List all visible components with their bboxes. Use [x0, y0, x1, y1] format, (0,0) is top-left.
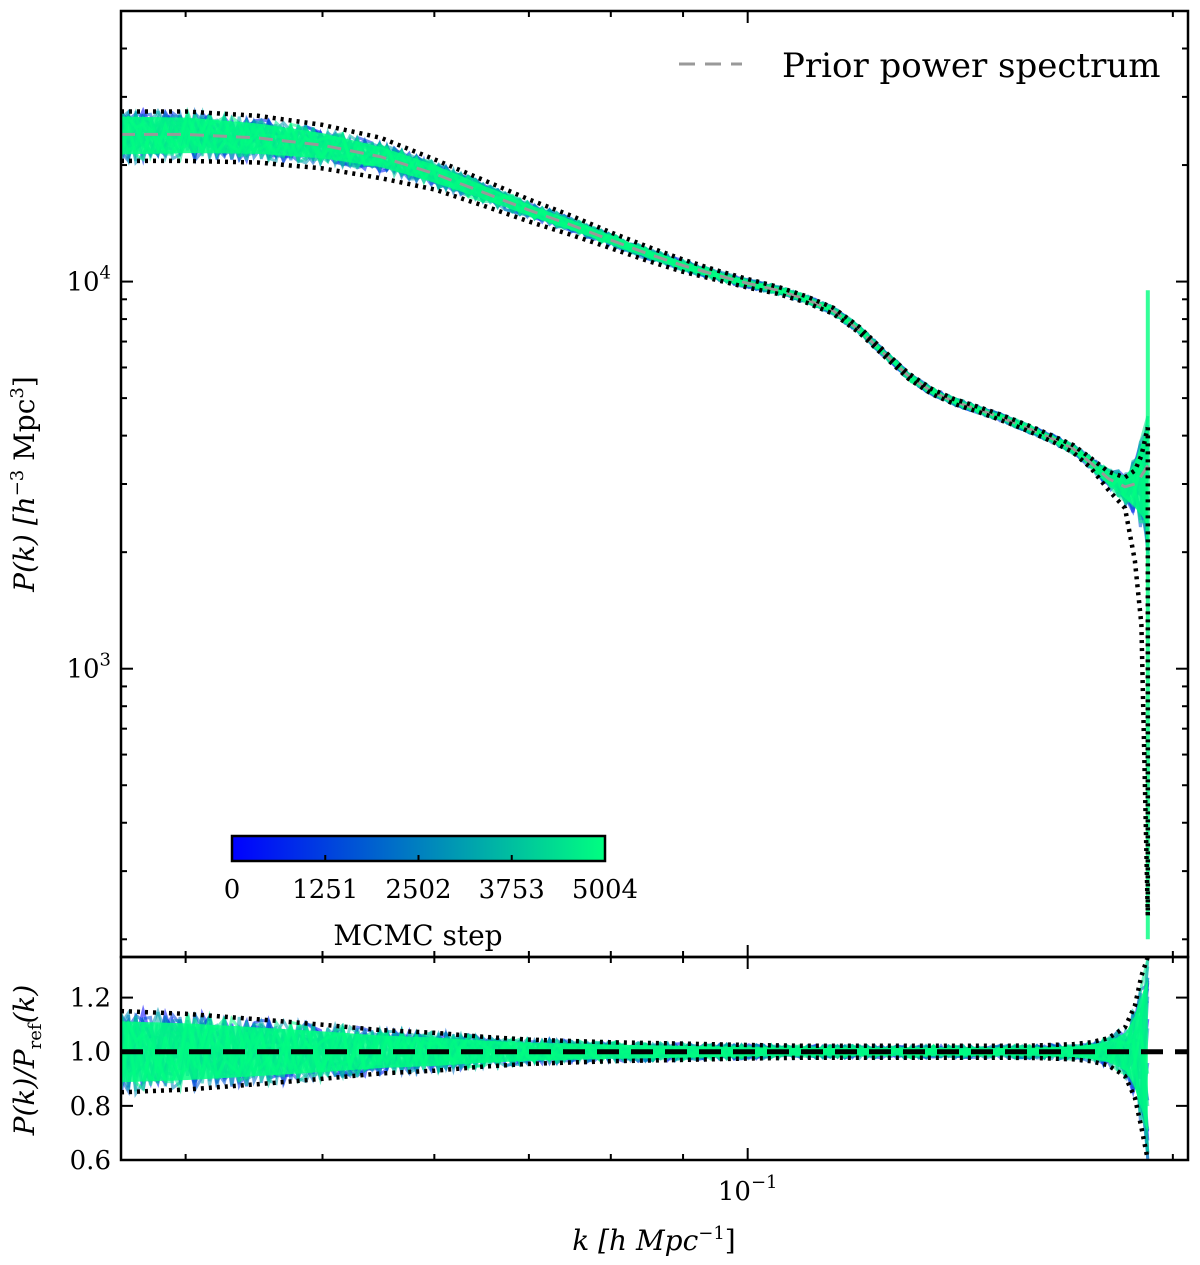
- bottom-ylabel: P(k)/Pref(k): [8, 985, 46, 1137]
- mcmc-sample-curve: [121, 108, 1148, 524]
- legend: Prior power spectrum: [679, 46, 1160, 86]
- ratio-y-tick-label: 1.0: [70, 1038, 111, 1068]
- mcmc-band-fill: [121, 116, 1148, 526]
- mcmc-sample-curve: [121, 108, 1150, 551]
- mcmc-sample-curve: [121, 116, 1150, 517]
- mcmc-sample-curve: [121, 113, 1150, 513]
- mcmc-sample-curve: [121, 106, 1150, 498]
- mcmc-sample-curve: [121, 106, 1150, 545]
- ratio-lower-bound-line: [121, 1055, 1151, 1160]
- y-tick-label: 104: [66, 263, 111, 298]
- mcmc-sample-curve: [121, 112, 1150, 525]
- posterior-upper-bound-line: [121, 109, 1150, 480]
- mcmc-sample-curve: [121, 108, 1150, 504]
- ratio-y-tick-label: 1.2: [70, 984, 111, 1014]
- mcmc-sample-curve: [121, 117, 1150, 516]
- mcmc-sample-curve: [121, 109, 1150, 555]
- top-panel-ticks: 103 104: [66, 10, 1188, 957]
- mcmc-sample-curve: [121, 110, 1150, 545]
- mcmc-sample-curve: [121, 115, 1150, 502]
- ratio-y-tick-label: 0.6: [70, 1146, 111, 1176]
- top-panel-lines: [121, 109, 1151, 916]
- legend-label: Prior power spectrum: [782, 46, 1160, 86]
- power-spectrum-panel: 103 104 P(k) [h−3 Mpc3] Prior power spect…: [7, 9, 1190, 959]
- mcmc-sample-curve: [121, 112, 1150, 528]
- ratio-upper-bound-line: [121, 957, 1150, 1049]
- top-ylabel: P(k) [h−3 Mpc3]: [7, 376, 41, 593]
- mcmc-sample-curve: [121, 108, 1150, 533]
- mcmc-sample-curve: [121, 117, 1150, 488]
- colorbar-tick-label: 5004: [572, 875, 638, 905]
- colorbar-tick-label: 1251: [292, 875, 358, 905]
- mcmc-sample-curve: [121, 112, 1150, 546]
- mcmc-sample-curve: [121, 108, 1150, 502]
- ratio-y-tick-label: 0.8: [70, 1092, 111, 1122]
- posterior-lower-bound-line: [121, 158, 1151, 916]
- colorbar-tick-label: 2502: [385, 875, 451, 905]
- ratio-panel: 0.6 0.8 1.0 1.2 10−1 P(k)/Pref(k) k [h Mpc−1…: [8, 955, 1190, 1257]
- mcmc-sample-curve: [121, 110, 1150, 509]
- mcmc-sample-curve: [121, 110, 1150, 495]
- x-tick-label: 10−1: [718, 1172, 778, 1207]
- colorbar-label: MCMC step: [333, 919, 502, 952]
- mcmc-sample-curve: [121, 106, 1150, 495]
- bottom-panel-ticks: 0.6 0.8 1.0 1.2 10−1: [70, 957, 1188, 1207]
- mcmc-sample-curve: [121, 113, 1150, 502]
- colorbar-tick-label: 0: [224, 875, 241, 905]
- prior-power-spectrum-line: [121, 132, 1150, 489]
- mcmc-samples-band: [121, 106, 1150, 940]
- colorbar: 0 1251 2502 3753 5004 MCMC step: [224, 834, 638, 952]
- y-tick-label: 103: [66, 650, 111, 685]
- colorbar-tick-label: 3753: [479, 875, 545, 905]
- mcmc-sample-curve: [121, 111, 1150, 507]
- mcmc-sample-curve: [121, 107, 1150, 524]
- colorbar-ticks: 0 1251 2502 3753 5004: [224, 855, 638, 905]
- mcmc-sample-curve: [121, 109, 1150, 513]
- bottom-panel-lines: [121, 957, 1188, 1160]
- ratio-band-fill: [121, 980, 1148, 1133]
- bottom-panel-frame: [119, 955, 1190, 1162]
- mcmc-sample-curve: [121, 114, 1150, 504]
- mcmc-sample-curve: [121, 108, 1150, 521]
- bottom-xlabel: k [h Mpc−1]: [572, 1223, 735, 1257]
